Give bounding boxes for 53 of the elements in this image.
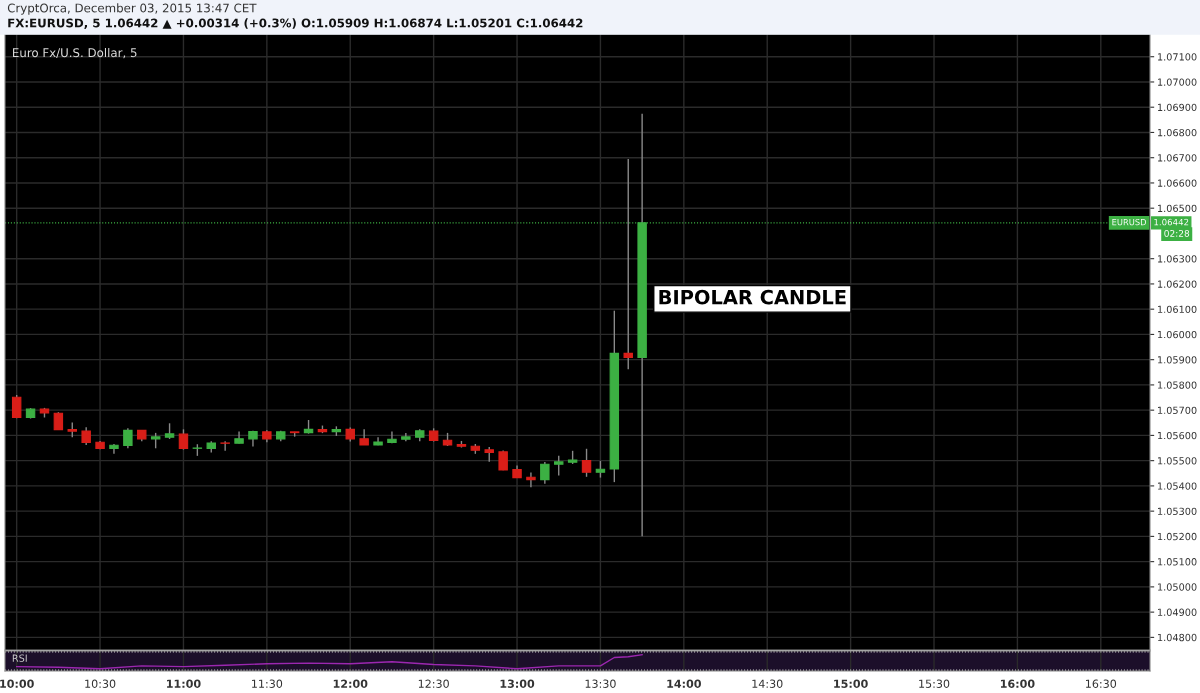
candlestick (123, 427, 133, 449)
x-tick-label: 15:30 (919, 679, 950, 688)
y-tick-label: 1.05300 (1158, 507, 1197, 515)
y-tick-label: 1.06800 (1158, 128, 1197, 137)
chart-subtitle: FX:EURUSD, 5 1.06442 ▲ +0.00314 (+0.3%) O:1.05909 H:1.06874 L:1.05201 C:1.06442 (8, 18, 583, 29)
text: 02:28 (1164, 229, 1190, 237)
y-tick-label: 1.05600 (1158, 431, 1197, 440)
y-tick-label: 1.04900 (1158, 608, 1197, 616)
x-tick-label: 15:00 (834, 679, 868, 688)
x-tick-label: 13:30 (585, 679, 616, 688)
y-tick-label: 1.07100 (1158, 53, 1197, 61)
y-tick-label: 1.06200 (1158, 280, 1197, 288)
y-tick-label: 1.06100 (1158, 305, 1197, 314)
x-tick-label: 16:30 (1086, 679, 1117, 688)
x-tick-label: 14:00 (667, 679, 701, 688)
x-tick-label: 10:00 (0, 679, 34, 688)
y-tick-label: 1.05500 (1158, 457, 1197, 465)
y-tick-label: 1.05800 (1158, 381, 1197, 389)
y-tick-label: 1.05000 (1158, 583, 1197, 591)
y-tick-label: 1.05700 (1158, 406, 1197, 414)
y-tick-label: 1.06900 (1158, 103, 1197, 112)
annotation: BIPOLAR CANDLE (659, 289, 846, 305)
x-tick-label: 11:30 (252, 679, 283, 688)
candlestick (526, 471, 536, 488)
chart-title: CryptOrca, December 03, 2015 13:47 CET (7, 3, 257, 15)
y-tick-label: 1.05900 (1158, 356, 1197, 364)
candlestick (623, 158, 633, 370)
candlestick (554, 455, 564, 477)
x-tick-label: 14:30 (752, 679, 783, 688)
y-tick-label: 1.05400 (1158, 482, 1197, 490)
y-tick-label: 1.04800 (1158, 633, 1197, 642)
x-tick-label: 12:30 (418, 679, 449, 688)
x-tick-label: 16:00 (1000, 679, 1035, 688)
ref-line-label: EURUSD (1112, 218, 1147, 226)
y-tick-label: 1.07000 (1158, 78, 1197, 86)
x-tick-label: 13:00 (500, 679, 535, 688)
candlestick (178, 428, 189, 451)
y-tick-label: 1.06300 (1158, 255, 1197, 263)
candlestick (220, 440, 230, 452)
x-tick-label: 10:30 (85, 679, 116, 688)
y-tick-label: 1.06600 (1158, 179, 1197, 187)
y-tick-label: 1.05200 (1158, 532, 1197, 541)
text: 1.06442 (1154, 218, 1189, 226)
y-tick-label: 1.06500 (1158, 204, 1197, 213)
y-tick-label: 1.05100 (1158, 558, 1197, 566)
chart-title: RSI (12, 654, 27, 662)
y-tick-label: 1.06700 (1158, 154, 1197, 162)
candlestick (540, 461, 550, 485)
annotation: Euro Fx/U.S. Dollar, 5 (13, 48, 137, 59)
x-tick-label: 12:00 (333, 679, 368, 688)
x-tick-label: 11:00 (167, 679, 201, 688)
y-tick-label: 1.06000 (1158, 330, 1197, 339)
candlestick (581, 448, 592, 478)
